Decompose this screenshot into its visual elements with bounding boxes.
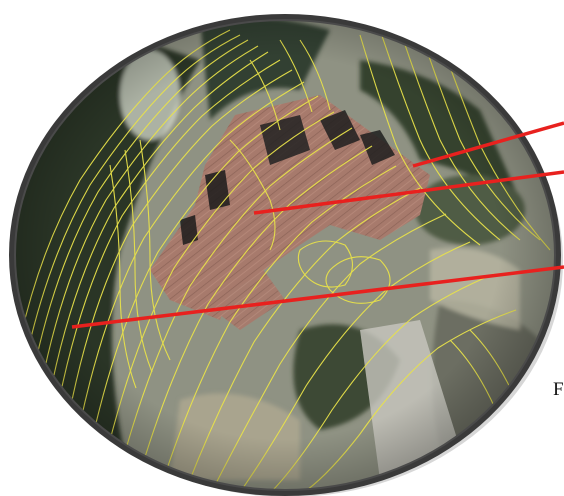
callout-line-2 xyxy=(253,170,564,215)
callout-line-3 xyxy=(71,265,564,329)
callout-lines xyxy=(71,121,564,329)
callout-line-1 xyxy=(412,121,564,168)
edge-label: F xyxy=(553,379,564,400)
